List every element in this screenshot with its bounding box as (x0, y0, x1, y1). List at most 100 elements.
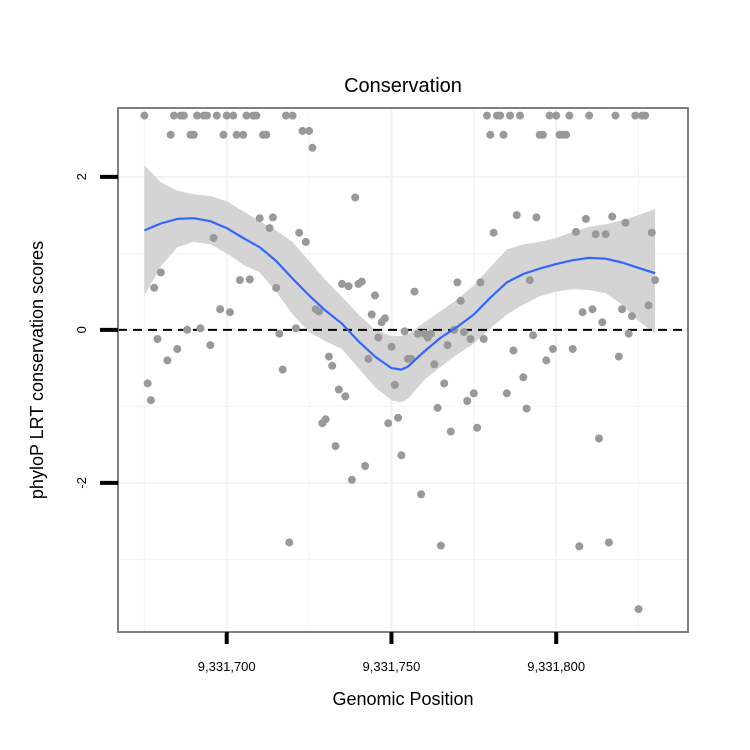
data-point-117 (529, 331, 538, 340)
data-point-131 (575, 542, 584, 551)
data-point-34 (255, 214, 264, 223)
data-point-43 (285, 538, 294, 547)
data-point-49 (305, 126, 314, 135)
data-point-2 (146, 396, 155, 405)
data-point-69 (371, 291, 379, 300)
data-point-77 (397, 451, 406, 460)
data-point-143 (614, 352, 623, 361)
data-point-54 (321, 415, 330, 424)
data-point-116 (525, 276, 534, 285)
data-point-73 (384, 419, 393, 428)
x-tick-label-1: 9,331,750 (363, 659, 421, 674)
data-point-153 (647, 228, 656, 237)
data-point-4 (153, 335, 162, 343)
y-axis: 2 0 -2 (74, 173, 118, 489)
x-axis: 9,331,700 9,331,750 9,331,800 (198, 632, 585, 674)
data-point-72 (380, 314, 389, 323)
data-point-114 (519, 373, 528, 382)
data-point-147 (628, 312, 636, 321)
data-point-98 (466, 335, 475, 343)
y-tick-label-0: 2 (74, 173, 89, 180)
data-point-36 (262, 130, 271, 139)
data-point-50 (308, 143, 317, 152)
smooth-curve (143, 217, 656, 371)
data-point-144 (618, 305, 627, 314)
data-point-89 (436, 541, 445, 550)
data-point-94 (453, 278, 462, 287)
data-point-57 (331, 442, 340, 451)
data-point-91 (443, 341, 452, 350)
data-point-15 (193, 111, 202, 120)
data-point-23 (219, 130, 228, 139)
data-point-87 (430, 360, 439, 369)
data-point-99 (469, 389, 478, 398)
data-point-81 (410, 287, 419, 296)
data-point-101 (476, 278, 485, 287)
confidence-band (144, 165, 656, 403)
data-point-109 (502, 389, 511, 398)
y-tick-label-2: -2 (74, 477, 89, 489)
data-point-135 (588, 305, 597, 314)
data-point-3 (150, 283, 159, 292)
data-point-83 (417, 490, 426, 499)
data-point-58 (334, 385, 343, 394)
data-point-136 (591, 230, 600, 239)
x-tick-label-0: 9,331,700 (198, 659, 256, 674)
data-point-148 (631, 111, 640, 120)
data-point-137 (595, 434, 603, 443)
data-point-111 (509, 346, 518, 355)
loess-fit-line (143, 217, 656, 371)
data-point-39 (272, 283, 281, 292)
data-point-129 (568, 345, 577, 353)
data-point-26 (229, 111, 238, 120)
data-point-22 (216, 305, 225, 314)
data-point-76 (394, 413, 403, 422)
data-point-14 (189, 130, 198, 139)
data-point-9 (173, 345, 182, 353)
data-point-27 (232, 130, 241, 139)
data-point-107 (496, 111, 505, 120)
data-point-123 (548, 345, 557, 353)
data-point-20 (209, 234, 218, 242)
data-point-141 (608, 212, 617, 221)
data-point-7 (166, 130, 175, 139)
data-point-45 (291, 324, 300, 333)
chart-title: Conservation (344, 75, 462, 97)
data-point-6 (163, 356, 172, 365)
data-point-92 (446, 427, 455, 436)
panel-border (117, 107, 689, 633)
data-point-38 (268, 213, 277, 222)
data-point-31 (245, 275, 254, 284)
data-point-11 (179, 111, 188, 120)
data-point-33 (252, 111, 261, 120)
confidence-band-area (144, 165, 656, 403)
data-point-16 (196, 324, 205, 333)
data-point-151 (641, 111, 650, 120)
data-point-70 (374, 333, 383, 342)
data-point-66 (361, 462, 370, 470)
data-point-68 (367, 310, 376, 319)
data-point-8 (170, 111, 178, 120)
data-point-21 (212, 111, 221, 120)
data-point-88 (433, 403, 442, 412)
data-point-18 (203, 111, 211, 120)
data-point-65 (357, 277, 366, 286)
data-point-37 (265, 224, 274, 233)
data-point-78 (400, 327, 409, 336)
data-point-40 (275, 329, 284, 338)
data-point-112 (512, 211, 521, 220)
y-axis-label: phyloP LRT conservation scores (27, 241, 47, 499)
data-point-121 (542, 356, 551, 365)
data-point-86 (427, 329, 435, 338)
data-point-28 (235, 276, 244, 285)
data-point-61 (344, 282, 353, 291)
data-point-47 (298, 126, 307, 135)
data-point-90 (440, 379, 449, 388)
y-tick-label-1: 0 (74, 326, 89, 333)
data-point-154 (651, 276, 660, 285)
data-point-52 (315, 307, 323, 316)
data-point-0 (140, 111, 149, 120)
data-point-142 (611, 111, 620, 120)
data-point-59 (338, 279, 346, 288)
